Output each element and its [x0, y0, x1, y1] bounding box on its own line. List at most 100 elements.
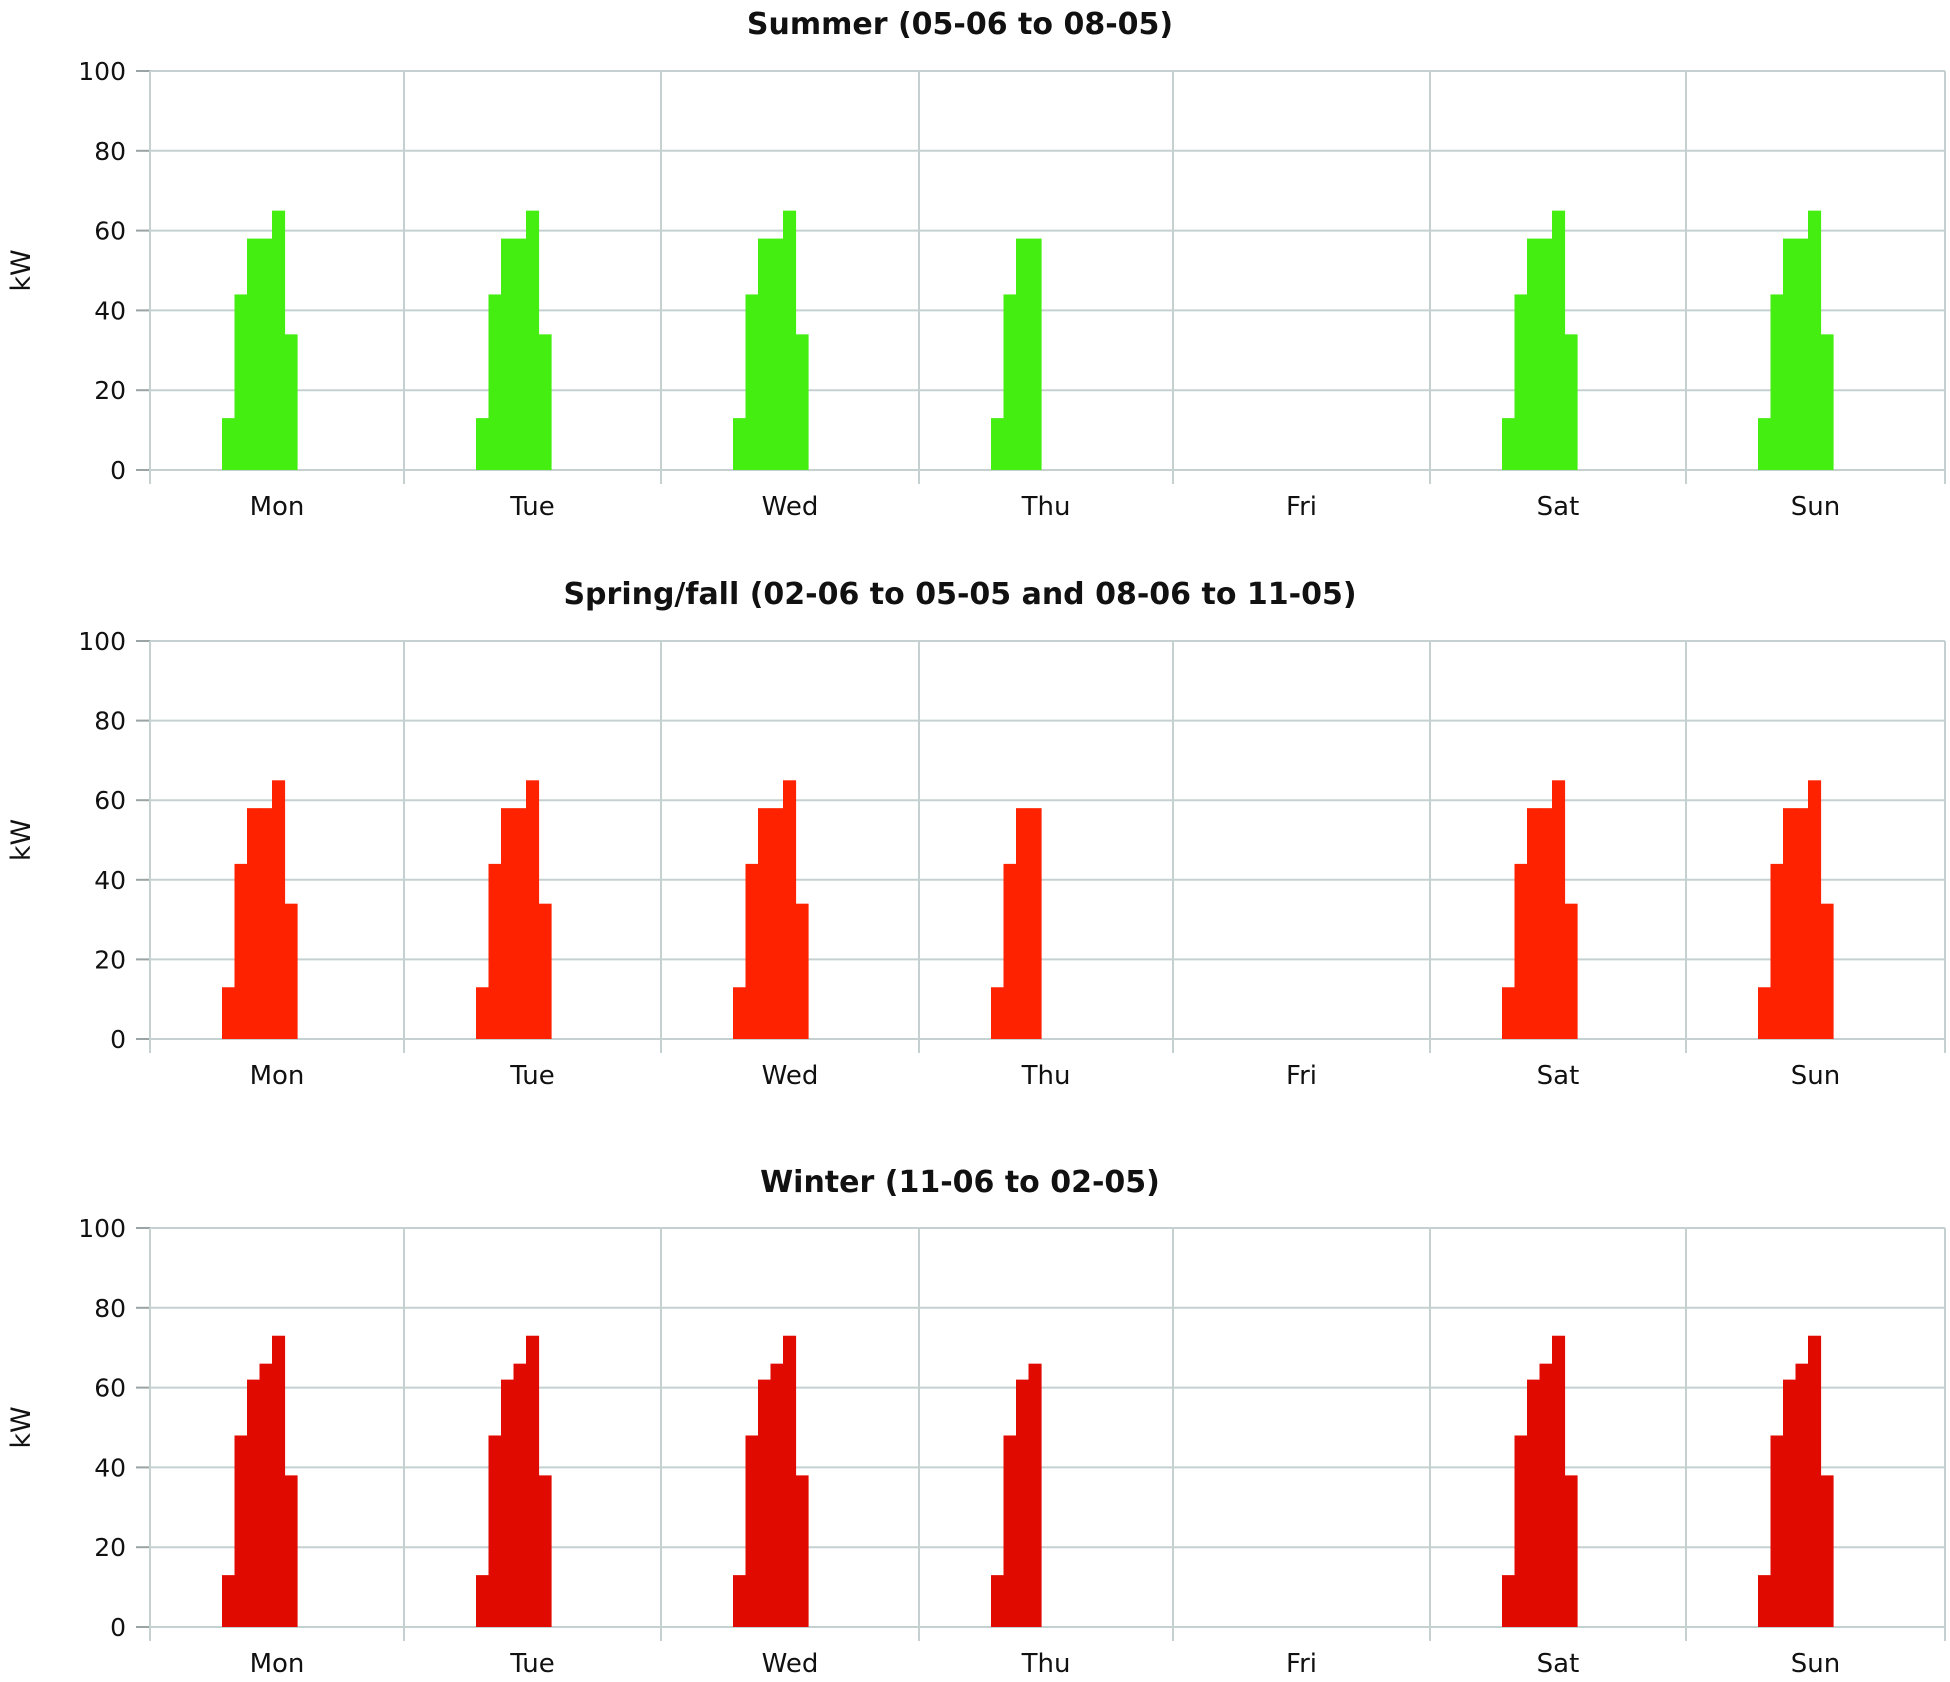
load-step-bar — [1808, 210, 1822, 470]
load-step-bar — [222, 418, 236, 470]
load-step-bar — [991, 1575, 1005, 1627]
load-step-bar — [259, 238, 273, 470]
x-category-label: Thu — [1021, 1649, 1071, 1677]
load-step-bar — [1770, 863, 1784, 1039]
load-step-bar — [1795, 808, 1809, 1039]
load-step-bar — [259, 808, 273, 1039]
load-step-bar — [247, 238, 261, 470]
load-step-bar — [1539, 808, 1553, 1039]
load-step-bar — [1028, 808, 1042, 1039]
y-tick-label: 60 — [94, 786, 126, 815]
load-step-bar — [1527, 808, 1541, 1039]
x-category-label: Fri — [1286, 492, 1317, 522]
load-step-bar — [1552, 210, 1566, 470]
load-step-bar — [488, 1435, 502, 1627]
load-step-bar — [513, 1363, 527, 1627]
load-step-bar — [272, 210, 286, 470]
y-tick-label: 100 — [78, 57, 126, 86]
load-step-bar — [783, 780, 797, 1039]
load-step-bar — [770, 808, 784, 1039]
y-tick-label: 40 — [94, 296, 126, 325]
load-step-bar — [222, 1575, 236, 1627]
load-step-bar — [1808, 1335, 1822, 1627]
y-axis-label: kW — [6, 1406, 37, 1448]
load-step-bar — [284, 903, 298, 1039]
load-step-bar — [1783, 1379, 1797, 1627]
x-category-label: Mon — [250, 1649, 305, 1677]
load-step-bar — [733, 418, 747, 470]
load-step-bar — [526, 210, 540, 470]
load-step-bar — [795, 1475, 809, 1627]
load-step-bar — [247, 808, 261, 1039]
load-step-bar — [1564, 903, 1578, 1039]
y-tick-label: 40 — [94, 866, 126, 895]
y-tick-label: 0 — [110, 456, 126, 485]
load-step-bar — [538, 903, 552, 1039]
load-step-bar — [783, 1335, 797, 1627]
x-category-label: Fri — [1286, 1061, 1317, 1091]
load-step-bar — [733, 1575, 747, 1627]
load-step-bar — [1783, 808, 1797, 1039]
x-category-label: Wed — [762, 1649, 819, 1677]
load-step-bar — [758, 238, 772, 470]
load-step-bar — [1016, 238, 1030, 470]
x-category-label: Wed — [762, 1061, 819, 1091]
y-tick-label: 0 — [110, 1025, 126, 1054]
load-step-bar — [538, 334, 552, 470]
load-step-bar — [991, 418, 1005, 470]
x-category-label: Sun — [1791, 1649, 1840, 1677]
load-step-bar — [501, 1379, 515, 1627]
y-tick-label: 60 — [94, 217, 126, 246]
x-category-label: Sat — [1537, 1649, 1580, 1677]
load-step-bar — [1028, 238, 1042, 470]
load-step-bar — [476, 987, 490, 1039]
load-step-bar — [991, 987, 1005, 1039]
y-axis-label: kW — [6, 249, 37, 291]
load-step-bar — [1514, 294, 1528, 470]
load-step-bar — [526, 780, 540, 1039]
load-step-bar — [1820, 1475, 1834, 1627]
x-category-label: Tue — [509, 492, 554, 522]
load-step-bar — [222, 987, 236, 1039]
chart-title: Winter (11-06 to 02-05) — [760, 1165, 1160, 1200]
load-step-bar — [488, 863, 502, 1039]
x-category-label: Mon — [250, 492, 305, 522]
load-step-bar — [1552, 780, 1566, 1039]
load-step-bar — [1564, 334, 1578, 470]
load-step-bar — [795, 903, 809, 1039]
x-category-label: Tue — [509, 1649, 554, 1677]
y-tick-label: 20 — [94, 945, 126, 974]
x-category-label: Thu — [1021, 1061, 1071, 1091]
y-tick-label: 80 — [94, 137, 126, 166]
x-category-label: Wed — [762, 492, 819, 522]
y-tick-label: 80 — [94, 1294, 126, 1323]
load-step-bar — [1770, 1435, 1784, 1627]
load-step-bar — [476, 1575, 490, 1627]
y-axis-label: kW — [6, 819, 37, 861]
load-step-bar — [488, 294, 502, 470]
load-step-bar — [1028, 1363, 1042, 1627]
load-step-bar — [538, 1475, 552, 1627]
y-tick-label: 100 — [78, 627, 126, 656]
load-step-bar — [1003, 1435, 1017, 1627]
x-category-label: Sat — [1537, 1061, 1580, 1091]
load-step-bar — [1502, 987, 1516, 1039]
load-step-bar — [1758, 1575, 1772, 1627]
load-step-bar — [284, 1475, 298, 1627]
load-step-bar — [770, 1363, 784, 1627]
load-step-bar — [1016, 808, 1030, 1039]
load-step-bar — [513, 808, 527, 1039]
load-step-bar — [1003, 294, 1017, 470]
y-tick-label: 40 — [94, 1453, 126, 1482]
load-step-bar — [1539, 238, 1553, 470]
load-step-bar — [1808, 780, 1822, 1039]
load-step-bar — [1564, 1475, 1578, 1627]
load-step-bar — [1552, 1335, 1566, 1627]
y-tick-label: 100 — [78, 1214, 126, 1243]
load-step-bar — [1003, 863, 1017, 1039]
load-step-bar — [758, 808, 772, 1039]
load-step-bar — [745, 1435, 759, 1627]
x-category-label: Tue — [509, 1061, 554, 1091]
x-category-label: Fri — [1286, 1649, 1317, 1677]
load-step-bar — [758, 1379, 772, 1627]
